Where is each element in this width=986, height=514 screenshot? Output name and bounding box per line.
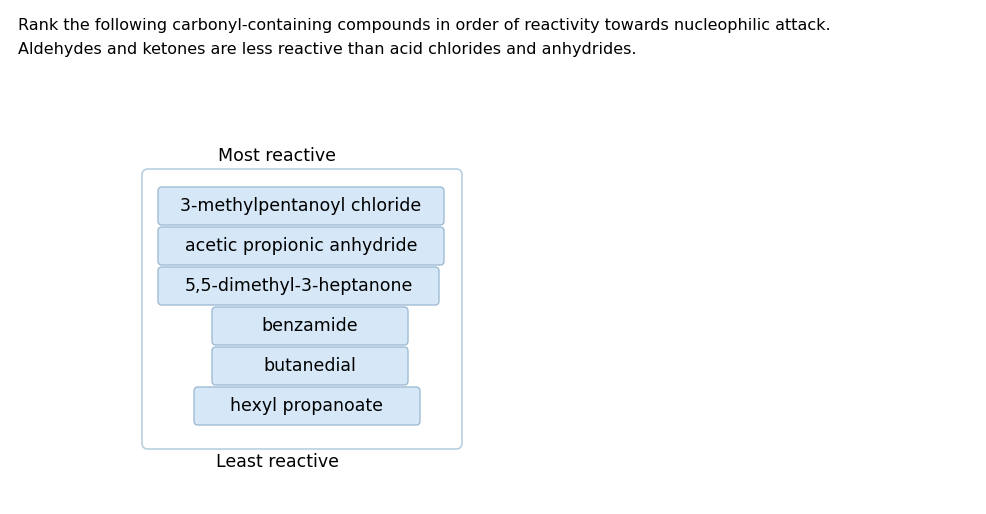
Text: Aldehydes and ketones are less reactive than acid chlorides and anhydrides.: Aldehydes and ketones are less reactive … xyxy=(18,42,637,57)
Text: Least reactive: Least reactive xyxy=(216,453,339,471)
FancyBboxPatch shape xyxy=(212,347,408,385)
FancyBboxPatch shape xyxy=(158,267,439,305)
FancyBboxPatch shape xyxy=(142,169,462,449)
Text: 5,5-dimethyl-3-heptanone: 5,5-dimethyl-3-heptanone xyxy=(184,277,413,295)
FancyBboxPatch shape xyxy=(212,307,408,345)
FancyBboxPatch shape xyxy=(158,227,444,265)
Text: hexyl propanoate: hexyl propanoate xyxy=(231,397,384,415)
Text: Rank the following carbonyl-containing compounds in order of reactivity towards : Rank the following carbonyl-containing c… xyxy=(18,18,830,33)
Text: Most reactive: Most reactive xyxy=(218,147,336,165)
Text: 3-methylpentanoyl chloride: 3-methylpentanoyl chloride xyxy=(180,197,422,215)
FancyBboxPatch shape xyxy=(194,387,420,425)
Text: butanedial: butanedial xyxy=(263,357,356,375)
Text: acetic propionic anhydride: acetic propionic anhydride xyxy=(184,237,417,255)
Text: benzamide: benzamide xyxy=(261,317,358,335)
FancyBboxPatch shape xyxy=(158,187,444,225)
